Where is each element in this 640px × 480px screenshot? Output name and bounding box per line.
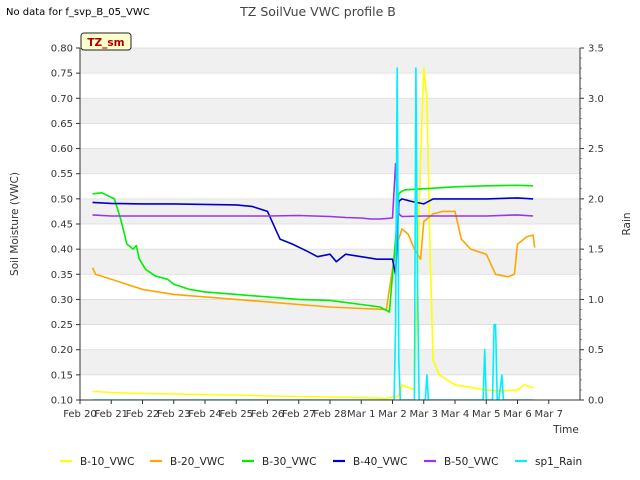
y-tick-label: 0.15 bbox=[51, 370, 73, 381]
tz-sm-badge: TZ_sm bbox=[80, 32, 132, 51]
x-tick-label: Mar 3 bbox=[410, 409, 438, 420]
x-tick-label: Feb 21 bbox=[94, 409, 128, 420]
y-tick-label: 0.35 bbox=[51, 270, 73, 281]
legend-label: sp1_Rain bbox=[535, 456, 582, 468]
no-data-note: No data for f_svp_B_05_VWC bbox=[6, 7, 150, 18]
y2-tick-label: 1.5 bbox=[588, 245, 604, 256]
legend-label: B-30_VWC bbox=[262, 456, 317, 468]
y-tick-label: 0.80 bbox=[51, 44, 73, 55]
grid-band bbox=[80, 198, 580, 224]
legend-label: B-10_VWC bbox=[80, 456, 135, 468]
x-tick-label: Feb 24 bbox=[188, 409, 222, 420]
y2-tick-label: 2.0 bbox=[588, 194, 604, 205]
x-tick-label: Feb 25 bbox=[219, 409, 253, 420]
grid-band bbox=[80, 48, 580, 74]
y-tick-label: 0.20 bbox=[51, 345, 73, 356]
y-tick-label: 0.45 bbox=[51, 220, 73, 231]
x-tick-label: Feb 20 bbox=[63, 409, 97, 420]
y2-tick-label: 1.0 bbox=[588, 295, 604, 306]
x-tick-label: Mar 4 bbox=[441, 409, 469, 420]
y-tick-label: 0.60 bbox=[51, 144, 73, 155]
y-tick-label: 0.70 bbox=[51, 94, 73, 105]
y-tick-label: 0.50 bbox=[51, 194, 73, 205]
x-tick-label: Feb 22 bbox=[126, 409, 160, 420]
x-tick-label: Mar 7 bbox=[535, 409, 563, 420]
y2-tick-label: 0.5 bbox=[588, 345, 604, 356]
y2-tick-label: 0.0 bbox=[588, 396, 604, 407]
series-line-b-50-vwc bbox=[92, 162, 534, 220]
badge-box bbox=[80, 32, 132, 51]
badge-label: TZ_sm bbox=[87, 37, 124, 49]
y2-tick-label: 2.5 bbox=[588, 144, 604, 155]
grid-band bbox=[80, 299, 580, 325]
x-tick-label: Mar 1 bbox=[347, 409, 375, 420]
x-tick-label: Mar 6 bbox=[503, 409, 531, 420]
y2-tick-label: 3.5 bbox=[588, 44, 604, 55]
legend-label: B-20_VWC bbox=[170, 456, 225, 468]
y2-tick-label: 3.0 bbox=[588, 94, 604, 105]
y-tick-label: 0.65 bbox=[51, 119, 73, 130]
y-tick-label: 0.30 bbox=[51, 295, 73, 306]
series-line-b-10-vwc bbox=[92, 67, 534, 400]
x-axis-label: Time bbox=[552, 424, 579, 436]
x-tick-label: Feb 26 bbox=[251, 409, 285, 420]
grid-band bbox=[80, 349, 580, 375]
grid-band bbox=[80, 98, 580, 124]
x-tick-label: Mar 5 bbox=[472, 409, 500, 420]
x-tick-label: Feb 27 bbox=[282, 409, 316, 420]
x-tick-label: Mar 2 bbox=[378, 409, 406, 420]
grid-band bbox=[80, 249, 580, 275]
x-tick-label: Feb 28 bbox=[313, 409, 347, 420]
y-tick-label: 0.75 bbox=[51, 69, 73, 80]
x-tick-label: Feb 23 bbox=[157, 409, 191, 420]
y2-axis-label: Rain bbox=[621, 212, 633, 235]
y-tick-label: 0.25 bbox=[51, 320, 73, 331]
chart-title: TZ SoilVue VWC profile B bbox=[239, 4, 396, 19]
grid-band bbox=[80, 148, 580, 174]
series-line-sp1-rain bbox=[92, 67, 534, 400]
y-tick-label: 0.10 bbox=[51, 396, 73, 407]
y-tick-label: 0.40 bbox=[51, 245, 73, 256]
series-line-b-40-vwc bbox=[92, 197, 534, 276]
legend-label: B-40_VWC bbox=[353, 456, 408, 468]
series-line-b-30-vwc bbox=[92, 184, 534, 313]
y-axis-label: Soil Moisture (VWC) bbox=[9, 172, 21, 276]
y-tick-label: 0.55 bbox=[51, 169, 73, 180]
legend-label: B-50_VWC bbox=[444, 456, 499, 468]
